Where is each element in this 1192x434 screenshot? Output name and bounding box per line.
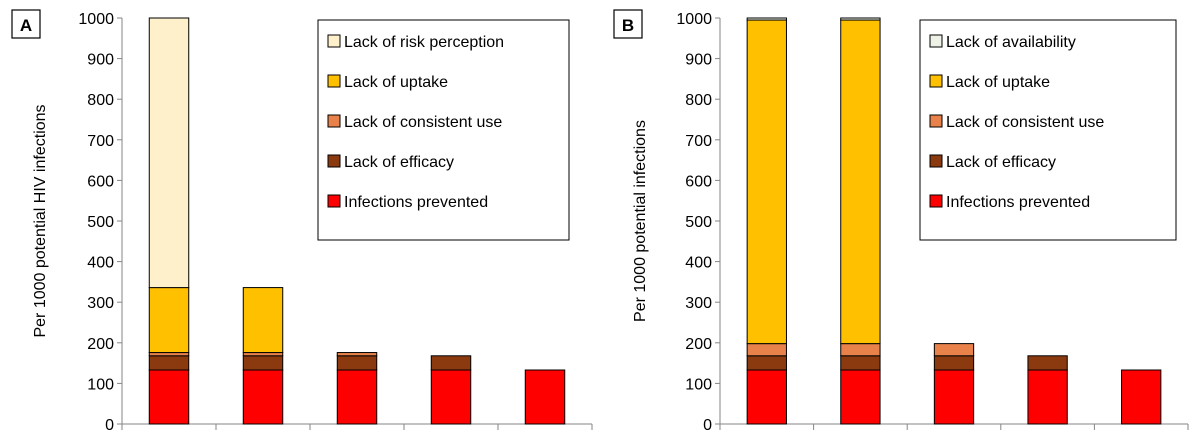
- bar-segment-lack-of-efficacy: [1027, 355, 1068, 371]
- bar-segment-lack-of-efficacy: [242, 355, 284, 371]
- legend-swatch: [929, 34, 943, 48]
- bar-segment-infections-prevented: [524, 369, 566, 425]
- legend-box: [317, 19, 570, 241]
- legend-entry: Lack of uptake: [344, 74, 448, 91]
- panel-badge-box: [11, 9, 41, 39]
- legend-swatch: [327, 154, 341, 168]
- panel-badge-box: [613, 9, 643, 39]
- y-tick-label: 200: [87, 336, 114, 353]
- y-tick-label: 300: [87, 295, 114, 312]
- bar-segment-lack-of-uptake: [148, 287, 190, 354]
- legend-entry: Lack of risk perception: [344, 34, 504, 51]
- legend-box: [919, 19, 1177, 241]
- legend: Lack of availability Lack of uptake Lack o…: [919, 19, 1177, 241]
- chart-panel-a: A Per 1000 potential HIV infections 0 100 20…: [11, 9, 593, 434]
- legend-entry: Lack of efficacy: [946, 154, 1056, 171]
- bar-segment-infections-prevented: [933, 369, 975, 425]
- y-tick-label: 800: [87, 92, 114, 109]
- bar-segment-lack-of-uptake: [840, 19, 881, 345]
- y-tick-label: 800: [685, 92, 712, 109]
- bar-segment-infections-prevented: [746, 369, 787, 425]
- y-tick-label: 100: [685, 376, 712, 393]
- bar-segment-infections-prevented: [1027, 369, 1068, 425]
- bar-segment-infections-prevented: [430, 369, 472, 425]
- y-tick-label: 0: [703, 417, 712, 434]
- legend: Lack of risk perception Lack of uptake Lac…: [317, 19, 570, 241]
- y-tick-label: 700: [87, 133, 114, 150]
- legend-entry: Infections prevented: [946, 194, 1090, 211]
- y-tick-label: 700: [685, 133, 712, 150]
- legend-swatch: [929, 194, 943, 208]
- y-tick-label: 500: [87, 214, 114, 231]
- y-tick-label: 500: [685, 214, 712, 231]
- legend-entry: Lack of consistent use: [946, 114, 1104, 131]
- bar-segment-lack-of-efficacy: [746, 355, 787, 371]
- bar-segment-infections-prevented: [148, 369, 190, 425]
- legend-swatch: [327, 114, 341, 128]
- legend-entry: Lack of uptake: [946, 74, 1050, 91]
- legend-entry: Lack of efficacy: [344, 154, 454, 171]
- bar-segment-lack-of-availability: [746, 17, 787, 21]
- bar-segment-lack-of-uptake: [746, 19, 787, 345]
- legend-entry: Infections prevented: [344, 194, 488, 211]
- bar-segment-lack-of-consistent-use: [840, 343, 881, 357]
- legend-swatch: [327, 34, 341, 48]
- bar-segment-infections-prevented: [336, 369, 378, 425]
- bar-segment-lack-of-efficacy: [933, 355, 975, 371]
- legend-swatch: [929, 154, 943, 168]
- y-tick-label: 100: [87, 376, 114, 393]
- legend-swatch: [327, 194, 341, 208]
- legend-swatch: [929, 74, 943, 88]
- bar-segment-lack-of-efficacy: [840, 355, 881, 371]
- panel-label: B: [622, 16, 634, 35]
- y-axis-title: Per 1000 potential HIV infections: [32, 104, 49, 337]
- y-tick-label: 600: [685, 173, 712, 190]
- bar-segment-infections-prevented: [242, 369, 284, 425]
- y-tick-label: 400: [685, 255, 712, 272]
- bar-segment-lack-of-efficacy: [336, 355, 378, 371]
- bar-segment-lack-of-consistent-use: [933, 343, 975, 357]
- bar-segment-infections-prevented: [840, 369, 881, 425]
- y-tick-label: 200: [685, 336, 712, 353]
- y-tick-label: 1000: [78, 11, 114, 28]
- panel-label: A: [20, 16, 32, 35]
- bar-segment-lack-of-risk-perception: [148, 17, 190, 289]
- bar-segment-lack-of-consistent-use: [746, 343, 787, 357]
- legend-swatch: [327, 74, 341, 88]
- y-tick-label: 300: [685, 295, 712, 312]
- legend-entry: Lack of consistent use: [344, 114, 502, 131]
- bar-segment-lack-of-availability: [840, 17, 881, 21]
- bar-segment-lack-of-efficacy: [148, 355, 190, 371]
- bar-segment-lack-of-uptake: [242, 287, 284, 354]
- bar-segment-infections-prevented: [1121, 369, 1162, 425]
- chart-panel-b: B Per 1000 potential infections 0 100 200 300…: [613, 9, 1189, 434]
- legend-swatch: [929, 114, 943, 128]
- y-tick-label: 600: [87, 173, 114, 190]
- bar-segment-lack-of-efficacy: [430, 355, 472, 371]
- bar-segment-lack-of-consistent-use: [336, 352, 378, 357]
- y-tick-label: 0: [105, 417, 114, 434]
- legend-entry: Lack of availability: [946, 34, 1076, 51]
- y-tick-label: 900: [87, 52, 114, 69]
- y-axis-title: Per 1000 potential infections: [632, 120, 649, 322]
- y-tick-label: 1000: [676, 11, 712, 28]
- y-tick-label: 400: [87, 255, 114, 272]
- y-tick-label: 900: [685, 52, 712, 69]
